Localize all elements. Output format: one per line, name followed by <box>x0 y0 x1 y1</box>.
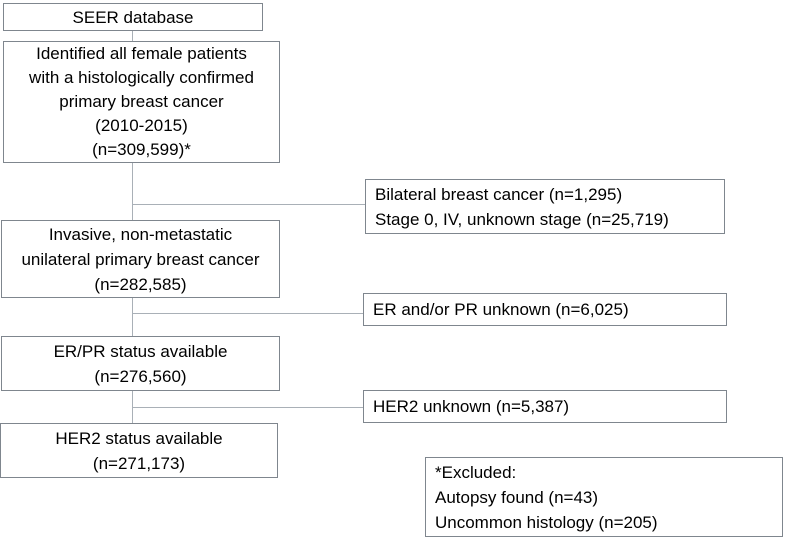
connector-branch-bilateral-exclusion <box>132 204 365 206</box>
connector-seer-to-identified <box>132 31 134 41</box>
exclusion-node-er-pr-unknown: ER and/or PR unknown (n=6,025) <box>363 293 727 326</box>
connector-branch-er-pr-unknown-exclusion <box>132 313 363 315</box>
flow-node-identified-patients: Identified all female patients with a hi… <box>3 41 280 163</box>
flow-node-seer-database: SEER database <box>3 3 263 31</box>
connector-invasive-to-erpr <box>132 298 134 336</box>
connector-branch-her2-unknown-exclusion <box>132 407 363 409</box>
connector-identified-to-invasive <box>132 163 134 220</box>
exclusion-node-bilateral-and-stage: Bilateral breast cancer (n=1,295) Stage … <box>365 179 725 234</box>
flow-node-erpr-status-available: ER/PR status available (n=276,560) <box>1 336 280 391</box>
footnote-excluded: *Excluded: Autopsy found (n=43) Uncommon… <box>425 457 783 537</box>
flow-node-her2-status-available: HER2 status available (n=271,173) <box>0 423 278 478</box>
flow-node-invasive-nonmetastatic: Invasive, non-metastatic unilateral prim… <box>1 220 280 298</box>
exclusion-node-her2-unknown: HER2 unknown (n=5,387) <box>363 390 727 423</box>
